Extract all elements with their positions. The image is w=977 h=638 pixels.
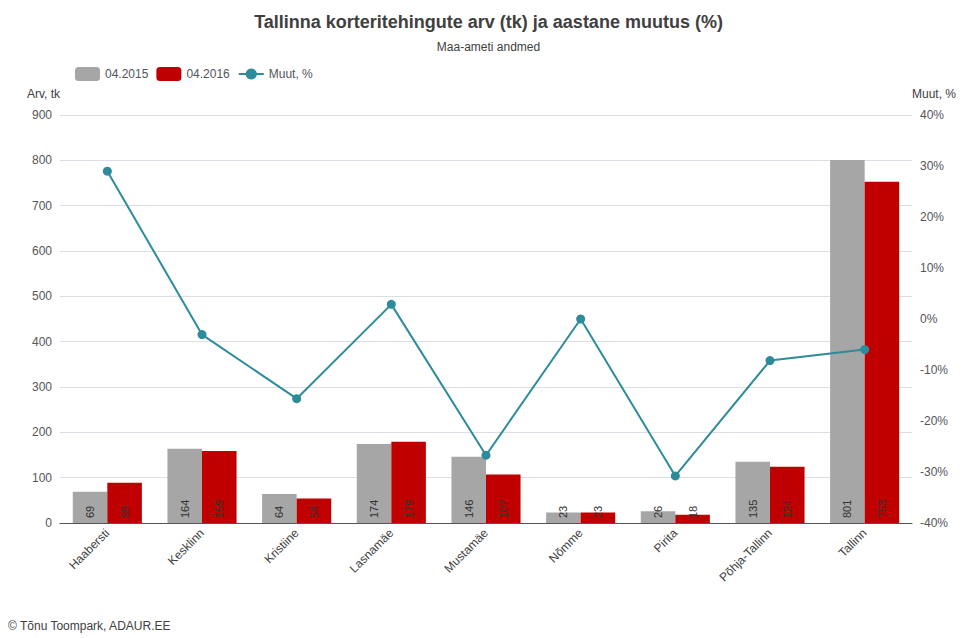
svg-text:18: 18 bbox=[687, 506, 699, 518]
svg-text:135: 135 bbox=[747, 500, 759, 518]
svg-text:54: 54 bbox=[308, 506, 320, 518]
svg-text:159: 159 bbox=[213, 500, 225, 518]
svg-text:0: 0 bbox=[45, 516, 52, 530]
svg-text:Kesklinn: Kesklinn bbox=[165, 526, 207, 568]
svg-text:164: 164 bbox=[179, 500, 191, 518]
svg-text:124: 124 bbox=[781, 500, 793, 518]
svg-text:Kristiine: Kristiine bbox=[262, 526, 302, 566]
svg-text:20%: 20% bbox=[920, 210, 944, 224]
svg-text:Muut, %: Muut, % bbox=[912, 87, 956, 101]
svg-text:200: 200 bbox=[32, 425, 52, 439]
svg-text:04.2016: 04.2016 bbox=[186, 67, 230, 81]
svg-text:400: 400 bbox=[32, 335, 52, 349]
svg-text:600: 600 bbox=[32, 244, 52, 258]
svg-text:89: 89 bbox=[119, 506, 131, 518]
svg-text:Arv, tk: Arv, tk bbox=[27, 87, 61, 101]
svg-text:801: 801 bbox=[841, 500, 853, 518]
svg-text:800: 800 bbox=[32, 153, 52, 167]
svg-text:© Tõnu Toompark, ADAUR.EE: © Tõnu Toompark, ADAUR.EE bbox=[8, 619, 170, 633]
svg-text:04.2015: 04.2015 bbox=[105, 67, 149, 81]
svg-text:Maa-ameti andmed: Maa-ameti andmed bbox=[437, 40, 540, 54]
svg-text:Nõmme: Nõmme bbox=[546, 526, 586, 566]
svg-text:700: 700 bbox=[32, 199, 52, 213]
svg-text:-30%: -30% bbox=[920, 465, 948, 479]
svg-text:-40%: -40% bbox=[920, 516, 948, 530]
svg-text:107: 107 bbox=[497, 500, 509, 518]
svg-text:753: 753 bbox=[876, 500, 888, 518]
svg-text:174: 174 bbox=[368, 500, 380, 518]
svg-text:69: 69 bbox=[84, 506, 96, 518]
svg-text:Haabersti: Haabersti bbox=[66, 526, 112, 572]
svg-text:300: 300 bbox=[32, 380, 52, 394]
svg-text:23: 23 bbox=[557, 506, 569, 518]
svg-text:146: 146 bbox=[463, 500, 475, 518]
svg-text:-10%: -10% bbox=[920, 363, 948, 377]
svg-text:26: 26 bbox=[652, 506, 664, 518]
svg-text:100: 100 bbox=[32, 471, 52, 485]
svg-text:179: 179 bbox=[403, 500, 415, 518]
svg-text:Pirita: Pirita bbox=[651, 526, 680, 555]
svg-text:Tallinn: Tallinn bbox=[836, 526, 870, 560]
svg-text:23: 23 bbox=[592, 506, 604, 518]
svg-text:Muut, %: Muut, % bbox=[269, 67, 313, 81]
svg-text:Mustamäe: Mustamäe bbox=[441, 526, 491, 576]
svg-text:64: 64 bbox=[273, 506, 285, 518]
svg-text:10%: 10% bbox=[920, 261, 944, 275]
svg-text:30%: 30% bbox=[920, 159, 944, 173]
svg-text:500: 500 bbox=[32, 289, 52, 303]
svg-text:Põhja-Tallinn: Põhja-Tallinn bbox=[717, 526, 775, 584]
svg-text:0%: 0% bbox=[920, 312, 938, 326]
svg-text:40%: 40% bbox=[920, 108, 944, 122]
svg-text:Tallinna korteritehingute arv: Tallinna korteritehingute arv (tk) ja aa… bbox=[254, 12, 723, 32]
svg-text:-20%: -20% bbox=[920, 414, 948, 428]
svg-text:Lasnamäe: Lasnamäe bbox=[347, 526, 397, 576]
svg-text:900: 900 bbox=[32, 108, 52, 122]
